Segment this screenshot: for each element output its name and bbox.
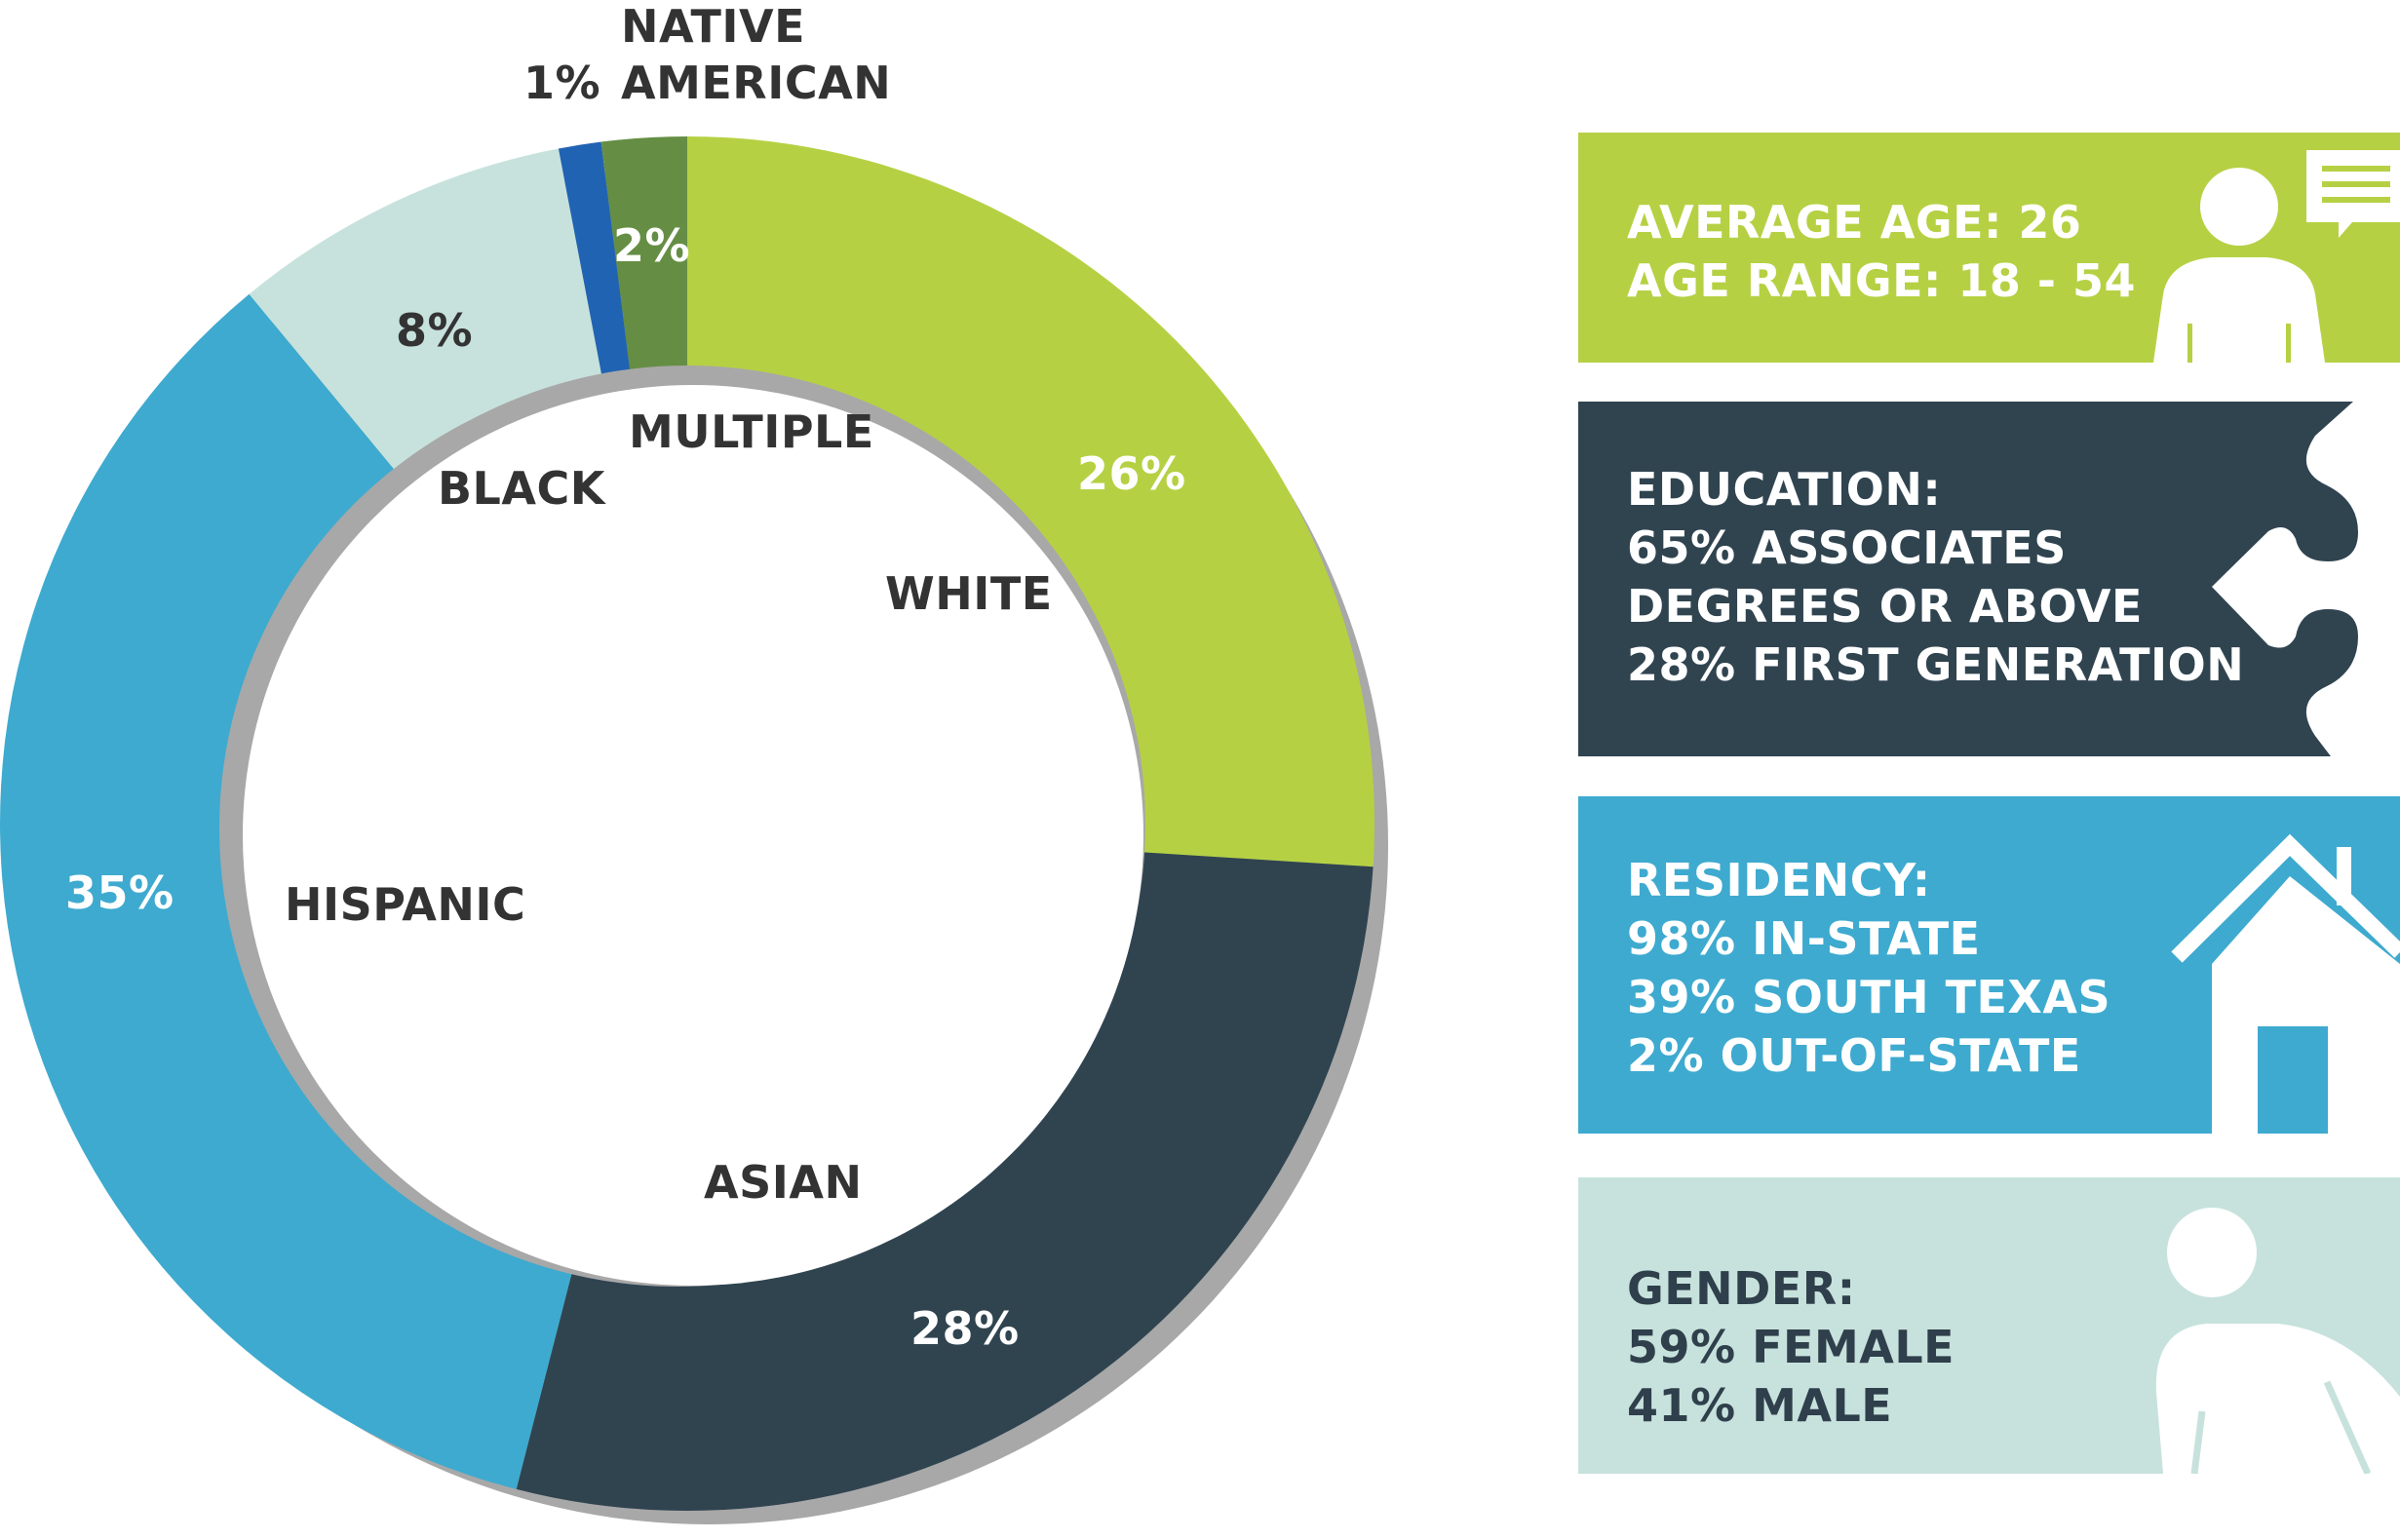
donut-hole xyxy=(243,385,1143,1286)
residency-panel: RESIDENCY: 98% IN-STATE 39% SOUTH TEXAS … xyxy=(1578,796,2400,1134)
residency-line-1: RESIDENCY: xyxy=(1627,854,1931,906)
value-label-native-american: 1% xyxy=(523,57,601,109)
residency-line-4: 2% OUT-OF-STATE xyxy=(1627,1029,2081,1082)
category-label-asian: ASIAN xyxy=(704,1156,863,1209)
value-label-multiple: 2% xyxy=(613,219,691,272)
gender-panel-background xyxy=(1578,1177,2400,1474)
value-label-asian: 28% xyxy=(910,1302,1020,1355)
gender-line-3: 41% MALE xyxy=(1627,1379,1893,1432)
residency-panel-background xyxy=(1578,796,2400,1134)
category-label-multiple: MULTIPLE xyxy=(629,405,874,458)
slice-hispanic xyxy=(0,293,574,1489)
slice-multiple xyxy=(600,136,687,369)
education-line-3: DEGREES OR ABOVE xyxy=(1627,580,2143,633)
education-line-2: 65% ASSOCIATES xyxy=(1627,521,2067,574)
age-text: AVERAGE AGE: 26 AGE RANGE: 18 - 54 xyxy=(1627,193,2136,310)
slice-black xyxy=(249,148,601,471)
house-icon xyxy=(2171,833,2400,1134)
education-panel-background xyxy=(1578,402,2400,756)
person-icon xyxy=(2155,1208,2400,1474)
gender-line-1: GENDER: xyxy=(1627,1262,1856,1315)
gender-text: GENDER: 59% FEMALE 41% MALE xyxy=(1627,1259,1955,1435)
gender-line-2: 59% FEMALE xyxy=(1627,1321,1955,1373)
education-panel: EDUCATION: 65% ASSOCIATES DEGREES OR ABO… xyxy=(1578,402,2400,756)
value-label-hispanic: 35% xyxy=(65,866,174,919)
residency-text: RESIDENCY: 98% IN-STATE 39% SOUTH TEXAS … xyxy=(1627,851,2110,1085)
slice-native-american xyxy=(558,141,631,374)
slice-white xyxy=(687,136,1374,867)
category-label-white: WHITE xyxy=(885,567,1053,620)
education-text: EDUCATION: 65% ASSOCIATES DEGREES OR ABO… xyxy=(1627,460,2244,694)
age-line-1: AVERAGE AGE: 26 xyxy=(1627,196,2082,249)
residency-line-2: 98% IN-STATE xyxy=(1627,912,1981,965)
value-label-white: 26% xyxy=(1077,447,1186,500)
value-label-black: 8% xyxy=(396,304,474,357)
age-panel-background xyxy=(1578,133,2400,363)
person-speech-icon xyxy=(2153,150,2400,363)
education-line-1: EDUCATION: xyxy=(1627,463,1942,516)
puzzle-piece-icon xyxy=(2212,402,2400,756)
residency-line-3: 39% SOUTH TEXAS xyxy=(1627,971,2111,1023)
donut-chart xyxy=(0,136,1388,1524)
category-label-black: BLACK xyxy=(438,462,605,515)
category-label-native-line1: NATIVE xyxy=(621,0,806,53)
age-line-2: AGE RANGE: 18 - 54 xyxy=(1627,254,2137,307)
gender-panel: GENDER: 59% FEMALE 41% MALE xyxy=(1578,1177,2400,1474)
education-line-4: 28% FIRST GENERATION xyxy=(1627,638,2245,691)
category-label-native-line2: AMERICAN xyxy=(621,57,892,109)
category-label-hispanic: HISPANIC xyxy=(285,878,526,931)
slice-asian xyxy=(516,852,1374,1511)
age-panel: AVERAGE AGE: 26 AGE RANGE: 18 - 54 xyxy=(1578,133,2400,363)
